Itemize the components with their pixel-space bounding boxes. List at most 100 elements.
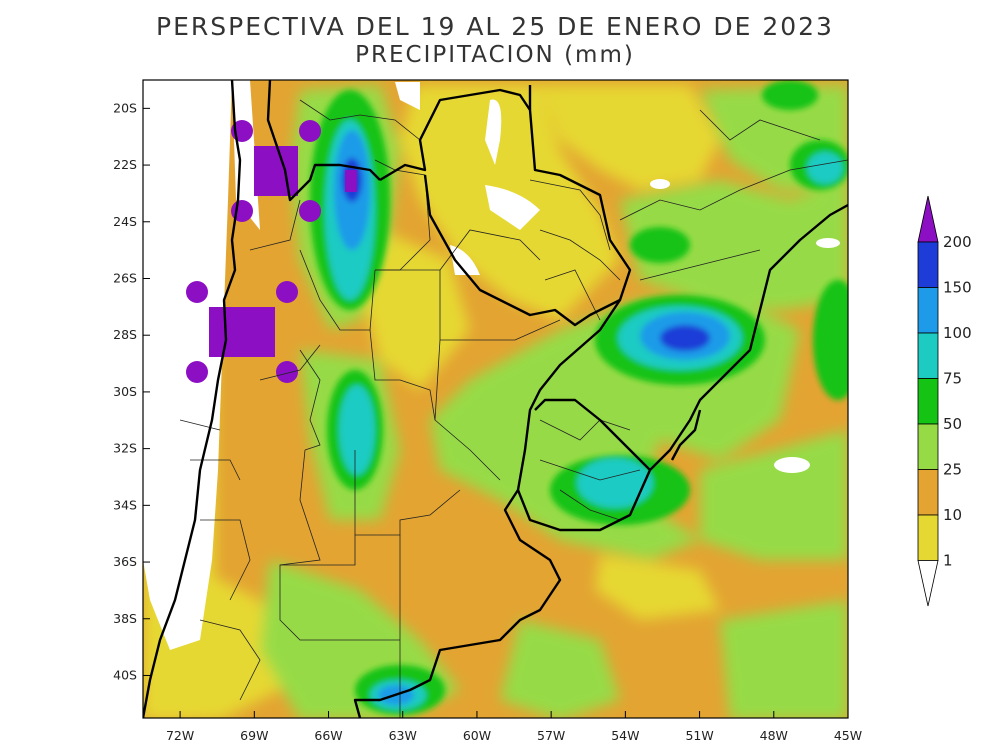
legend-swatch: [917, 514, 939, 561]
dry-area-coast: [816, 238, 840, 248]
field-75-100-northeast: [807, 152, 843, 184]
legend-swatch: [917, 332, 939, 379]
field-1-10-atlantic: [595, 555, 720, 620]
legend-swatch: [917, 469, 939, 516]
y-tick-label: 34S: [113, 497, 137, 512]
legend-label: 1: [943, 552, 953, 570]
dry-area-chaco-south: [450, 245, 480, 275]
legend-swatch: [917, 241, 939, 288]
boundary-line: [179, 419, 221, 431]
boundary-line: [354, 450, 461, 536]
boundary-line: [299, 249, 376, 331]
y-tick-label: 30S: [113, 384, 137, 399]
x-tick-label: 54W: [611, 728, 639, 743]
legend-label: 10: [943, 506, 962, 524]
dry-area-chile: [143, 80, 232, 650]
y-tick-label: 24S: [113, 214, 137, 229]
field-25-50-atlantic-south: [720, 600, 848, 718]
field-25-50-atlantic-east: [700, 430, 848, 560]
field-50-75-east: [813, 280, 848, 400]
x-tick-label: 48W: [760, 728, 788, 743]
boundary-line: [544, 269, 601, 321]
legend-bottom-arrow: [917, 560, 939, 607]
x-tick-label: 69W: [240, 728, 268, 743]
chile-argentina-border: [143, 80, 242, 718]
boundary-line: [699, 109, 821, 141]
legend-swatch: [917, 423, 939, 470]
boundary-line: [299, 349, 321, 451]
extreme-block-1: [254, 146, 298, 196]
boundary-line: [539, 459, 641, 481]
argentina-brazil-border: [516, 299, 621, 491]
legend-label: 150: [943, 279, 972, 297]
boundary-line: [559, 489, 621, 521]
brazil-coast: [649, 203, 848, 471]
legend-label: 75: [943, 370, 962, 388]
x-tick-label: 66W: [314, 728, 342, 743]
field-50-75-brazil: [630, 227, 690, 263]
boundary-line: [619, 159, 848, 221]
y-tick-label: 28S: [113, 327, 137, 342]
national-boundaries: [143, 80, 848, 718]
dry-area-chaco-north: [485, 99, 502, 165]
y-tick-label: 40S: [113, 667, 137, 682]
boundary-line: [299, 99, 421, 141]
field-1-10-north: [540, 85, 720, 190]
internal-boundaries: [179, 99, 848, 718]
x-tick-label: 60W: [463, 728, 491, 743]
legend-label: 50: [943, 415, 962, 433]
map-title: PERSPECTIVA DEL 19 AL 25 DE ENERO DE 202…: [156, 12, 834, 41]
y-tick-label: 22S: [113, 157, 137, 172]
map-subtitle: PRECIPITACION (mm): [355, 42, 635, 68]
colorbar-legend: 200 150 100 75 50 25 10 1: [917, 195, 972, 607]
field-75-100-cordoba: [339, 385, 375, 475]
extreme-point-6: [276, 281, 298, 303]
boundary-line: [369, 329, 436, 421]
boundary-line: [639, 249, 761, 281]
y-axis-ticks: 20S 22S 24S 26S 28S 30S 32S 34S 36S 38S 40S: [113, 100, 150, 682]
x-tick-label: 72W: [166, 728, 194, 743]
dry-area-ocean: [774, 457, 810, 473]
dry-area-top: [395, 82, 420, 110]
boundary-line: [259, 344, 321, 381]
field-below-1: [143, 80, 840, 650]
boundary-line: [529, 179, 611, 251]
y-tick-label: 26S: [113, 270, 137, 285]
boundary-line: [199, 619, 261, 701]
extreme-point-7: [186, 361, 208, 383]
boundary-line: [200, 519, 251, 601]
extreme-block-2: [209, 307, 275, 357]
legend-top-arrow: [917, 195, 939, 243]
lagoa-dos-patos: [670, 409, 702, 461]
dry-area-chaco: [485, 185, 540, 230]
field-25-50-brazil: [620, 180, 848, 310]
boundary-line: [439, 229, 541, 271]
boundary-line: [249, 199, 301, 251]
legend-swatch: [917, 378, 939, 425]
legend-label: 25: [943, 461, 962, 479]
argentina-bolivia-border: [266, 80, 381, 202]
field-25-50-coast-south: [500, 620, 620, 718]
field-150-200-rs: [660, 325, 710, 351]
extreme-point-8: [276, 361, 298, 383]
boundary-line: [434, 339, 501, 481]
extreme-block-3: [345, 170, 357, 192]
y-tick-label: 36S: [113, 554, 137, 569]
legend-swatch: [917, 287, 939, 334]
field-50-75-top: [762, 80, 818, 110]
precipitation-field: [143, 80, 848, 718]
field-75-100-uruguay: [577, 458, 653, 508]
extreme-point-4: [299, 200, 321, 222]
y-tick-label: 32S: [113, 441, 137, 456]
x-tick-label: 57W: [537, 728, 565, 743]
y-tick-label: 38S: [113, 611, 137, 626]
paraguay-border: [379, 88, 632, 327]
boundary-line: [539, 229, 621, 281]
boundary-line: [280, 535, 356, 566]
y-tick-label: 20S: [113, 100, 137, 115]
x-axis-ticks: 72W 69W 66W 63W 60W 57W 54W 51W 48W 45W: [166, 711, 862, 743]
plot-frame: [142, 79, 849, 719]
argentina-coast: [353, 489, 562, 718]
x-tick-label: 63W: [389, 728, 417, 743]
